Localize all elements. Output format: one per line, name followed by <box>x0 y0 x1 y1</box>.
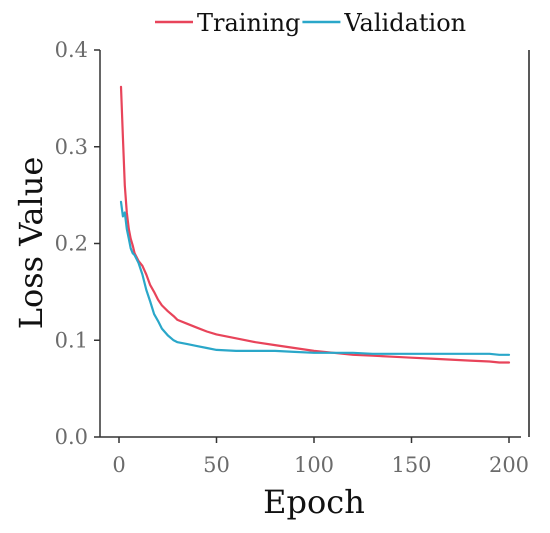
series-line-validation <box>119 200 511 356</box>
y-tick-label: 0.0 <box>55 425 88 449</box>
x-tick-label: 50 <box>203 453 230 477</box>
y-tick-label: 0.1 <box>55 328 88 352</box>
y-axis: 0.0 0.1 0.2 0.3 0.4 <box>55 38 101 449</box>
x-axis: 0 50 100 150 200 <box>100 436 529 477</box>
y-tick-label: 0.2 <box>55 232 88 256</box>
series-line-training <box>119 85 511 364</box>
x-tick-label: 150 <box>391 453 431 477</box>
legend-label: Training <box>197 9 300 37</box>
legend-label: Validation <box>343 9 466 37</box>
x-axis-title: Epoch <box>263 483 365 521</box>
y-tick-label: 0.4 <box>55 38 88 62</box>
x-tick-label: 0 <box>112 453 125 477</box>
y-tick-label: 0.3 <box>55 135 88 159</box>
plot-area <box>119 85 511 364</box>
y-axis-title: Loss Value <box>12 157 50 330</box>
x-tick-label: 200 <box>489 453 529 477</box>
x-tick-label: 100 <box>294 453 334 477</box>
legend: Training Validation <box>155 9 466 37</box>
